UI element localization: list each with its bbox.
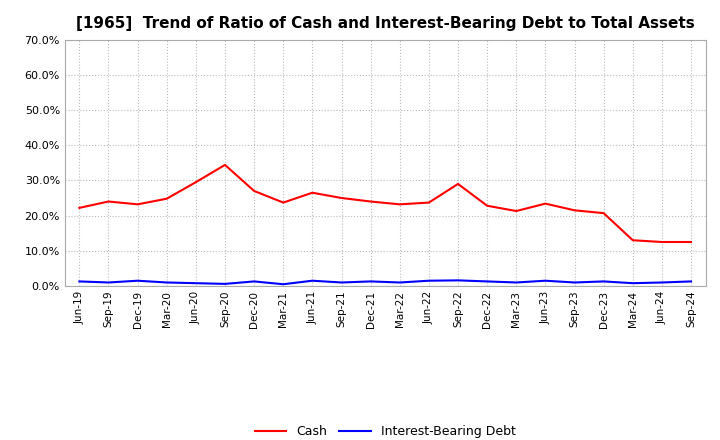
Cash bbox=[454, 181, 462, 187]
Cash bbox=[629, 238, 637, 243]
Interest-Bearing Debt bbox=[220, 281, 229, 286]
Cash bbox=[220, 162, 229, 168]
Cash bbox=[366, 199, 375, 204]
Line: Interest-Bearing Debt: Interest-Bearing Debt bbox=[79, 280, 691, 284]
Cash bbox=[512, 209, 521, 214]
Interest-Bearing Debt bbox=[250, 279, 258, 284]
Cash bbox=[395, 202, 404, 207]
Cash bbox=[425, 200, 433, 205]
Interest-Bearing Debt bbox=[395, 280, 404, 285]
Cash bbox=[279, 200, 287, 205]
Cash bbox=[599, 210, 608, 216]
Cash bbox=[483, 203, 492, 209]
Interest-Bearing Debt bbox=[425, 278, 433, 283]
Cash bbox=[308, 190, 317, 195]
Interest-Bearing Debt bbox=[192, 281, 200, 286]
Cash bbox=[133, 202, 142, 207]
Cash bbox=[163, 196, 171, 202]
Interest-Bearing Debt bbox=[104, 280, 113, 285]
Interest-Bearing Debt bbox=[512, 280, 521, 285]
Line: Cash: Cash bbox=[79, 165, 691, 242]
Interest-Bearing Debt bbox=[366, 279, 375, 284]
Interest-Bearing Debt bbox=[454, 278, 462, 283]
Cash bbox=[337, 195, 346, 201]
Cash bbox=[541, 201, 550, 206]
Interest-Bearing Debt bbox=[133, 278, 142, 283]
Title: [1965]  Trend of Ratio of Cash and Interest-Bearing Debt to Total Assets: [1965] Trend of Ratio of Cash and Intere… bbox=[76, 16, 695, 32]
Cash bbox=[687, 239, 696, 245]
Interest-Bearing Debt bbox=[337, 280, 346, 285]
Interest-Bearing Debt bbox=[599, 279, 608, 284]
Cash bbox=[104, 199, 113, 204]
Interest-Bearing Debt bbox=[687, 279, 696, 284]
Interest-Bearing Debt bbox=[483, 279, 492, 284]
Interest-Bearing Debt bbox=[657, 280, 666, 285]
Interest-Bearing Debt bbox=[279, 282, 287, 287]
Interest-Bearing Debt bbox=[163, 280, 171, 285]
Interest-Bearing Debt bbox=[75, 279, 84, 284]
Cash bbox=[250, 188, 258, 194]
Interest-Bearing Debt bbox=[308, 278, 317, 283]
Interest-Bearing Debt bbox=[570, 280, 579, 285]
Cash bbox=[657, 239, 666, 245]
Legend: Cash, Interest-Bearing Debt: Cash, Interest-Bearing Debt bbox=[250, 420, 521, 440]
Interest-Bearing Debt bbox=[629, 281, 637, 286]
Cash bbox=[570, 208, 579, 213]
Cash bbox=[75, 205, 84, 210]
Interest-Bearing Debt bbox=[541, 278, 550, 283]
Cash bbox=[192, 180, 200, 185]
